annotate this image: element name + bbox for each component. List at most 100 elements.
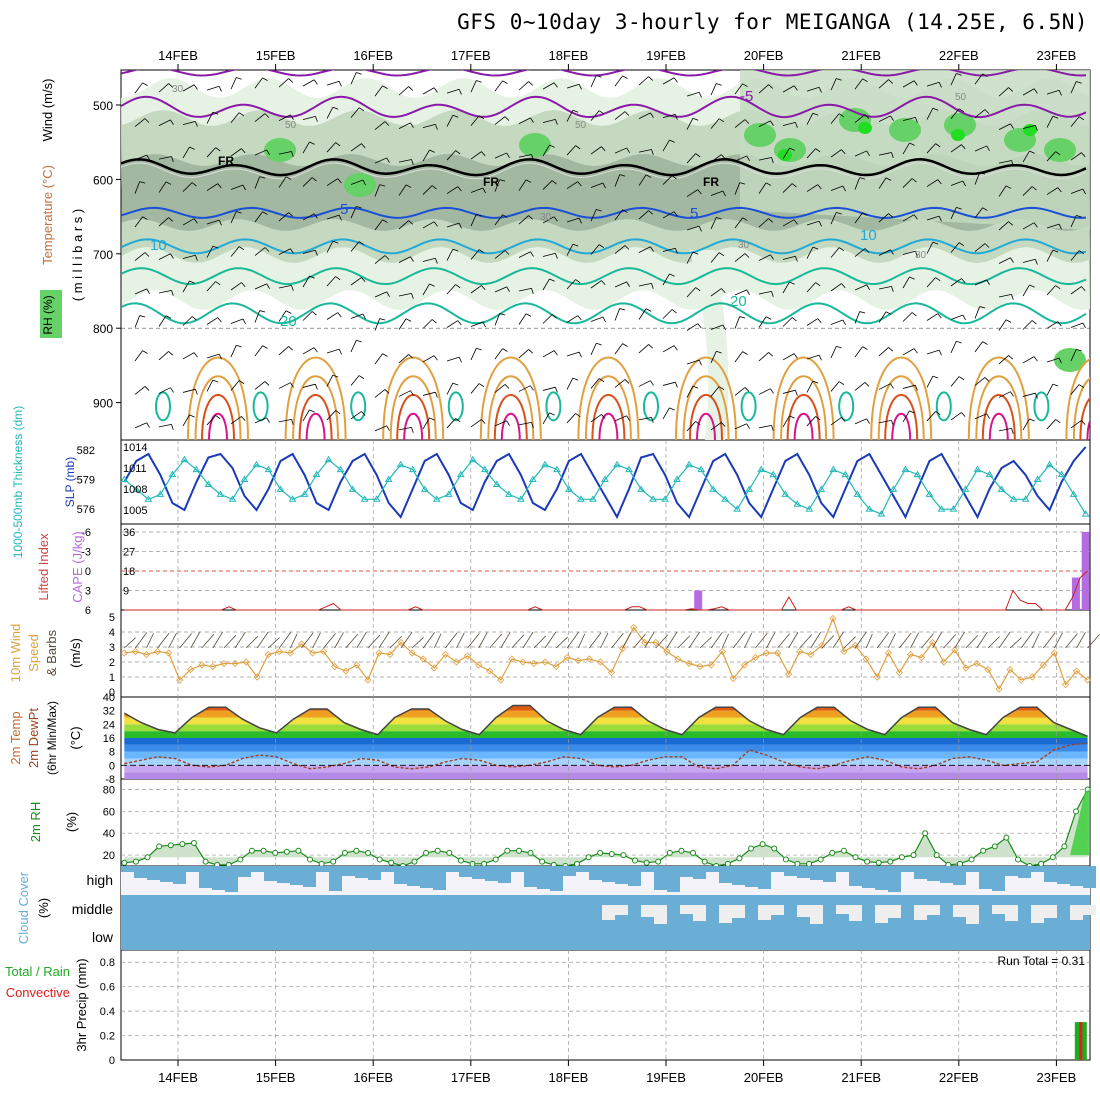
cape-bar bbox=[1081, 532, 1090, 610]
wind-barb bbox=[230, 246, 245, 257]
wind-barb bbox=[902, 142, 915, 155]
wind-barb-10m bbox=[710, 631, 723, 649]
wind-barb bbox=[206, 379, 219, 392]
wind-barb bbox=[974, 172, 986, 185]
wind-barb-10m bbox=[478, 632, 488, 649]
wind-barb bbox=[950, 108, 965, 119]
cloud-high-bar bbox=[394, 866, 407, 884]
wind-barb bbox=[206, 183, 222, 191]
wind-barb bbox=[446, 382, 459, 395]
wind-barb bbox=[350, 313, 366, 320]
wind-barb bbox=[806, 416, 821, 427]
diurnal-lobe-3-0 bbox=[479, 356, 542, 440]
wind-barb-10m bbox=[157, 632, 170, 649]
wind-barb bbox=[710, 350, 722, 364]
wind-barb bbox=[614, 379, 630, 388]
wind-barb-10m bbox=[943, 634, 956, 649]
wind-barb bbox=[926, 375, 939, 388]
contour-label-t5-5: 5 bbox=[690, 205, 698, 222]
wind-barb bbox=[734, 155, 750, 162]
wind-barb bbox=[206, 281, 221, 292]
wind-barb bbox=[230, 416, 246, 425]
wind-barb bbox=[494, 313, 506, 326]
wind-barb bbox=[662, 309, 677, 319]
panel-precip-frame bbox=[120, 949, 1091, 1061]
wind-barb bbox=[518, 179, 532, 191]
precip-tick-0.4: 0.4 bbox=[100, 1006, 115, 1018]
thickness-marker bbox=[348, 485, 357, 492]
cloud-mid-gap bbox=[797, 905, 810, 917]
wind-barb bbox=[710, 288, 726, 297]
rh-marker bbox=[295, 847, 302, 854]
diurnal-lobe-1-2 bbox=[298, 394, 333, 440]
thickness-marker bbox=[216, 490, 225, 497]
wind-barb bbox=[302, 141, 315, 154]
wind-barb bbox=[638, 283, 654, 289]
temp-band bbox=[124, 738, 1088, 745]
diurnal-lobe-3-1 bbox=[487, 375, 535, 440]
wind-barb bbox=[662, 345, 678, 353]
upper-tick-label-800: 800 bbox=[93, 322, 113, 336]
wind-barb bbox=[470, 249, 485, 260]
wind-barb bbox=[326, 214, 342, 221]
cloud-high-bar bbox=[316, 866, 329, 872]
thick-tick-582: 582 bbox=[77, 445, 95, 457]
diurnal-lobe-1-1 bbox=[292, 375, 340, 440]
wind-barb bbox=[470, 80, 482, 93]
precip-tick-0.6: 0.6 bbox=[100, 982, 115, 994]
wind-tick-5: 5 bbox=[109, 612, 115, 624]
wind-barb bbox=[302, 311, 317, 321]
wind-barb bbox=[422, 391, 438, 398]
wind-barb bbox=[326, 374, 339, 387]
wind-barb bbox=[566, 181, 582, 189]
contour-label-t20-9: 20 bbox=[730, 293, 747, 310]
wind-barb bbox=[782, 415, 795, 428]
wind-barb bbox=[638, 380, 654, 387]
thickness-marker bbox=[637, 485, 645, 492]
wind-barb bbox=[638, 308, 652, 320]
wind-barb-10m bbox=[267, 637, 280, 649]
wind-barb bbox=[278, 248, 294, 255]
wind-speed-marker bbox=[142, 650, 151, 659]
wind-barb-10m bbox=[843, 636, 856, 649]
rh-label-4: 50 bbox=[285, 120, 297, 131]
date-label-bottom-14FEB: 14FEB bbox=[158, 1070, 198, 1085]
diurnal-lobe-6-1 bbox=[780, 375, 828, 440]
wind-barb bbox=[254, 283, 270, 290]
wind-barb bbox=[446, 88, 462, 95]
wind-barb bbox=[278, 151, 294, 157]
wind-barb bbox=[230, 380, 245, 391]
wind-barb bbox=[902, 312, 917, 322]
wind-barb bbox=[926, 241, 939, 254]
wind-barb bbox=[470, 321, 486, 328]
thickness-marker bbox=[613, 460, 621, 468]
wind-barb bbox=[902, 178, 917, 188]
run-total: Run Total = 0.31 bbox=[997, 954, 1085, 968]
wind-barb bbox=[998, 294, 1014, 300]
contour-label-fr-0: FR bbox=[218, 154, 234, 168]
rh-marker bbox=[782, 856, 789, 863]
thickness-marker bbox=[156, 490, 165, 497]
cloud-high-bar bbox=[914, 866, 927, 879]
cloud-high-bar bbox=[459, 866, 472, 877]
temp-band bbox=[124, 751, 1088, 759]
wind-speed-marker bbox=[973, 659, 981, 668]
temp-contour-20 bbox=[121, 302, 1087, 325]
rh-label-3: 30 bbox=[915, 250, 927, 261]
rh-marker bbox=[620, 852, 627, 859]
thickness-marker bbox=[444, 490, 453, 497]
wind-speed-marker bbox=[419, 655, 427, 663]
wind-tick-0: 0 bbox=[109, 687, 115, 699]
temp-band bbox=[124, 717, 1088, 725]
wind-barb bbox=[158, 290, 174, 296]
wind-speed-marker bbox=[707, 661, 715, 669]
thickness-marker bbox=[132, 485, 141, 492]
wind-barb bbox=[902, 276, 915, 289]
axis-title: 2m DewPt bbox=[26, 708, 41, 768]
wind-barb bbox=[782, 389, 798, 396]
wind-speed-marker bbox=[176, 676, 184, 684]
wind-barb bbox=[350, 72, 362, 85]
cloud-mid-gap bbox=[888, 905, 901, 918]
temp-tick-8: 8 bbox=[109, 747, 115, 759]
wind-tick-3: 3 bbox=[109, 642, 115, 654]
